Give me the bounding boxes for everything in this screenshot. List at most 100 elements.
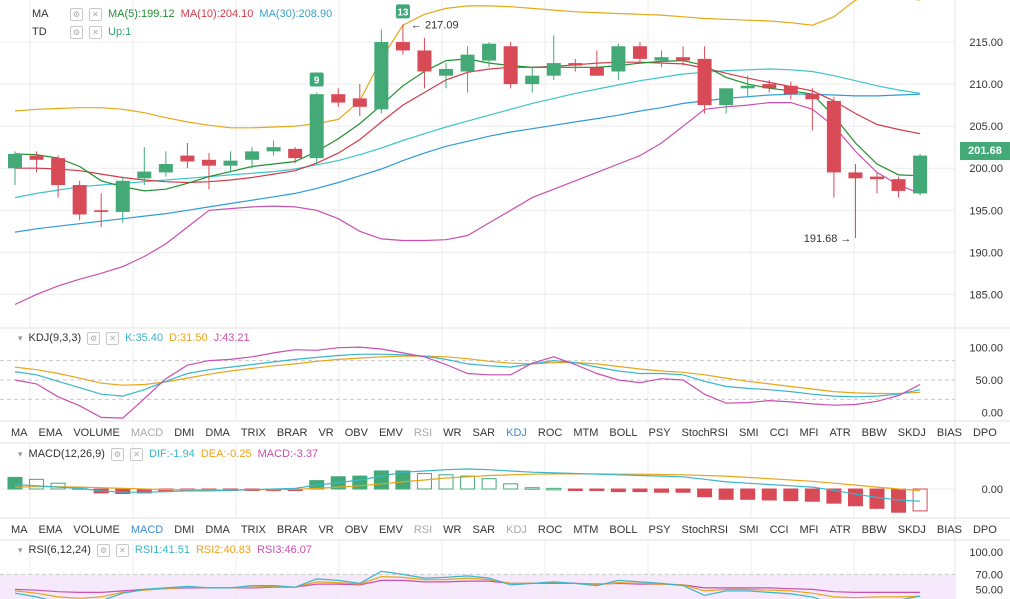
ma-legend: MA ⚙ ✕ MA(5):199.12 MA(10):204.10 MA(30)… (32, 6, 332, 22)
tab-bias[interactable]: BIAS (936, 427, 962, 439)
settings-icon[interactable]: ⚙ (110, 447, 124, 461)
close-icon[interactable]: ✕ (106, 331, 120, 345)
tab-cci[interactable]: CCI (769, 427, 789, 439)
td-count-9-bg (309, 72, 324, 87)
macd-histogram-bar (589, 488, 605, 491)
macd-histogram-bar (460, 475, 476, 490)
tab-ema[interactable]: EMA (38, 524, 63, 536)
tab-rsi[interactable]: RSI (413, 524, 433, 536)
tab-kdj[interactable]: KDJ (506, 524, 527, 536)
tab-stochrsi[interactable]: StochRSI (681, 524, 729, 536)
tab-mtm[interactable]: MTM (573, 524, 599, 536)
td-count-13-bg (395, 4, 410, 19)
tab-dmi[interactable]: DMI (174, 524, 195, 536)
candle (395, 42, 410, 51)
tab-obv[interactable]: OBV (344, 524, 368, 536)
tab-vr[interactable]: VR (318, 427, 334, 439)
tab-sar[interactable]: SAR (472, 524, 496, 536)
macd-histogram-bar (481, 478, 497, 490)
candle (891, 179, 906, 191)
rsi1-value: RSI1:41.51 (134, 544, 190, 556)
candle (201, 159, 216, 166)
tab-dpo[interactable]: DPO (972, 427, 997, 439)
tab-dma[interactable]: DMA (205, 524, 230, 536)
ma10-value: MA(10):204.10 (180, 8, 254, 20)
tab-trix[interactable]: TRIX (240, 524, 266, 536)
tab-volume[interactable]: VOLUME (73, 427, 120, 439)
tab-sar[interactable]: SAR (472, 427, 496, 439)
tab-mtm[interactable]: MTM (573, 427, 599, 439)
tab-bbw[interactable]: BBW (861, 427, 887, 439)
tab-macd[interactable]: MACD (130, 427, 164, 439)
tab-wr[interactable]: WR (443, 427, 462, 439)
tab-atr[interactable]: ATR (829, 524, 851, 536)
tab-smi[interactable]: SMI (739, 427, 759, 439)
indicator-tabs-top: MA EMA VOLUME MACD DMI DMA TRIX BRAR VR OBV EMV RSI… (0, 422, 997, 444)
settings-icon[interactable]: ⚙ (70, 25, 83, 39)
tab-ma[interactable]: MA (11, 524, 28, 536)
tab-psy[interactable]: PSY (648, 524, 671, 536)
tab-brar[interactable]: BRAR (276, 524, 308, 536)
td-count-13: 13 (397, 7, 409, 18)
tab-ma[interactable]: MA (11, 427, 28, 439)
tab-dmi[interactable]: DMI (174, 427, 195, 439)
candle (223, 160, 238, 166)
tab-skdj[interactable]: SKDJ (897, 524, 926, 536)
macd-histogram-bar (675, 488, 691, 493)
macd-histogram-bar (761, 488, 777, 501)
td-legend-name: TD (32, 26, 47, 38)
tab-mfi[interactable]: MFI (799, 427, 819, 439)
tab-ema[interactable]: EMA (38, 427, 63, 439)
kdj-k-line (14, 353, 921, 398)
tab-psy[interactable]: PSY (648, 427, 671, 439)
tab-dpo[interactable]: DPO (972, 524, 997, 536)
tab-dma[interactable]: DMA (205, 427, 230, 439)
candle (309, 94, 324, 159)
tab-wr[interactable]: WR (443, 524, 462, 536)
macd-dif-value: DIF:-1.94 (148, 448, 195, 460)
candle (51, 158, 66, 186)
candle (331, 94, 346, 103)
kdj-k-value: K:35.40 (125, 332, 164, 344)
collapse-chevron-icon[interactable]: ▾ (18, 544, 23, 555)
close-icon[interactable]: ✕ (89, 25, 102, 39)
tab-rsi[interactable]: RSI (413, 427, 433, 439)
tab-emv[interactable]: EMV (378, 524, 403, 536)
td-up-value: Up:1 (108, 26, 132, 38)
tab-roc[interactable]: ROC (537, 524, 563, 536)
tab-vr[interactable]: VR (318, 524, 334, 536)
tab-boll[interactable]: BOLL (609, 524, 638, 536)
candle (826, 100, 841, 173)
tab-emv[interactable]: EMV (378, 427, 403, 439)
tab-mfi[interactable]: MFI (799, 524, 819, 536)
tab-obv[interactable]: OBV (344, 427, 368, 439)
tab-kdj[interactable]: KDJ (506, 427, 527, 439)
settings-icon[interactable]: ⚙ (70, 7, 83, 21)
settings-icon[interactable]: ⚙ (96, 543, 110, 557)
tab-volume[interactable]: VOLUME (73, 524, 120, 536)
close-icon[interactable]: ✕ (115, 543, 129, 557)
tab-macd[interactable]: MACD (130, 524, 164, 536)
macd-histogram-bar (869, 488, 885, 509)
tab-stochrsi[interactable]: StochRSI (681, 427, 729, 439)
collapse-chevron-icon[interactable]: ▾ (18, 448, 23, 459)
tab-bias[interactable]: BIAS (936, 524, 962, 536)
candle (288, 148, 303, 159)
tab-bbw[interactable]: BBW (861, 524, 887, 536)
tab-roc[interactable]: ROC (537, 427, 563, 439)
tab-skdj[interactable]: SKDJ (897, 427, 926, 439)
close-icon[interactable]: ✕ (129, 447, 143, 461)
tab-atr[interactable]: ATR (829, 427, 851, 439)
macd-dea-value: DEA:-0.25 (200, 448, 252, 460)
tab-boll[interactable]: BOLL (609, 427, 638, 439)
settings-icon[interactable]: ⚙ (87, 331, 101, 345)
tab-brar[interactable]: BRAR (276, 427, 308, 439)
tab-smi[interactable]: SMI (739, 524, 759, 536)
candle (654, 57, 669, 61)
tab-cci[interactable]: CCI (769, 524, 789, 536)
macd-histogram-bar (610, 488, 626, 493)
tab-trix[interactable]: TRIX (240, 427, 266, 439)
collapse-chevron-icon[interactable]: ▾ (18, 332, 23, 343)
macd-histogram-bar (7, 476, 23, 490)
close-icon[interactable]: ✕ (89, 7, 102, 21)
